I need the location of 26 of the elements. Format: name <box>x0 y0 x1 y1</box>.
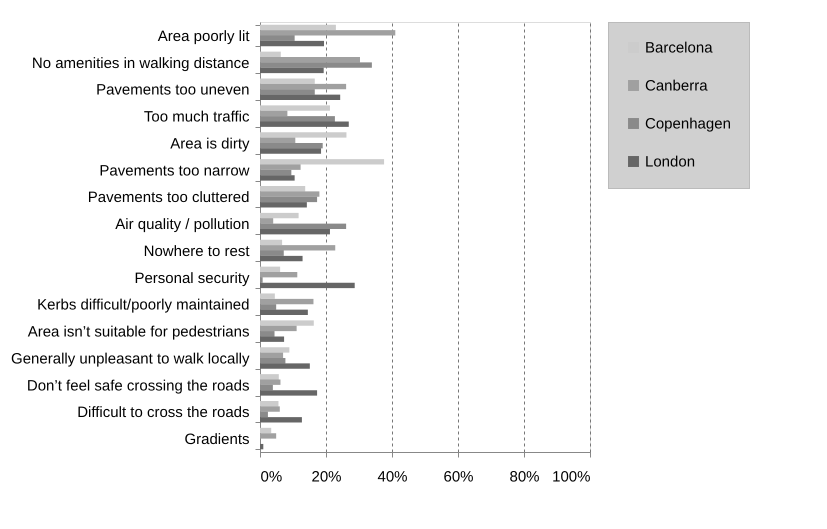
legend-label: Copenhagen <box>645 116 731 132</box>
y-tick-label: Air quality / pollution <box>115 216 250 234</box>
x-tick-label: 20% <box>311 468 342 486</box>
y-tick-label: Area is dirty <box>170 135 250 152</box>
y-tick-label: Difficult to cross the roads <box>77 404 250 422</box>
legend-label: London <box>645 154 696 170</box>
y-tick-label: Generally unpleasant to walk locally <box>11 350 250 368</box>
y-tick-label: Don’t feel safe crossing the roads <box>26 377 250 394</box>
x-tick-label: 40% <box>377 468 408 486</box>
x-tick-label: 60% <box>443 468 474 486</box>
y-tick-label: Gradients <box>184 431 250 448</box>
y-tick-label: Pavements too cluttered <box>88 189 250 206</box>
y-tick-label: Pavements too uneven <box>96 82 250 99</box>
legend-label: Canberra <box>645 78 708 94</box>
x-tick-label: 0% <box>260 468 282 486</box>
x-tick-label: 80% <box>509 468 540 486</box>
y-tick-label: Too much traffic <box>144 108 250 126</box>
y-tick-label: Nowhere to rest <box>144 242 250 260</box>
y-tick-label: Area isn’t suitable for pedestrians <box>28 324 250 341</box>
x-tick-label: 100% <box>552 468 590 486</box>
y-tick-label: Kerbs difficult/poorly maintained <box>37 296 250 314</box>
y-tick-label: No amenities in walking distance <box>32 54 250 72</box>
y-tick-label: Area poorly lit <box>158 28 250 45</box>
y-tick-label: Pavements too narrow <box>99 162 250 180</box>
y-tick-label: Personal security <box>134 270 250 287</box>
text: Barcelona <box>645 40 714 56</box>
